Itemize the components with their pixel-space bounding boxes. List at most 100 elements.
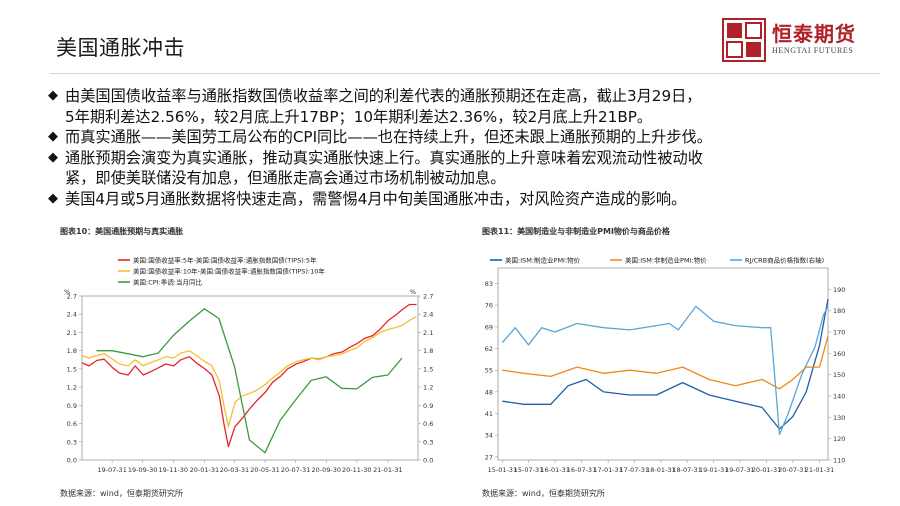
bullet-text: 5年期利差达2.56%，较2月底上升17BP；10年期利差达2.36%，较2月底… <box>65 107 653 126</box>
bullet-item: ◆ 美国4月或5月通胀数据将快速走高，需警惕4月中旬美国通胀冲击，对风险资产造成… <box>48 189 878 210</box>
inflation-expectation-chart: 0.0 0.3 0.6 0.9 1.2 1.5 1.8 2.1 2.4 2.7 0.0 0.3 0.6 0… <box>64 256 433 475</box>
x-tick-label: 21-01-31 <box>373 466 403 474</box>
y-tick-label-right: 180 <box>833 307 845 315</box>
hengtai-logo-icon <box>722 18 766 62</box>
page-title: 美国通胀冲击 <box>56 36 185 60</box>
x-tick-label: 20-05-31 <box>250 466 280 474</box>
y-tick-label-left: 34 <box>485 432 493 440</box>
series-line-1 <box>502 335 829 390</box>
y-tick-label-left: 0.6 <box>67 420 77 428</box>
x-tick-label: 19-07-31 <box>725 466 755 474</box>
y-tick-label-right: 130 <box>833 414 845 422</box>
plot-frame <box>497 267 829 461</box>
legend-label: 美国:CPI:季调:当月同比 <box>133 278 202 287</box>
y-tick-label-left: 1.8 <box>67 347 77 355</box>
y-tick-label-left: 27 <box>485 453 493 461</box>
x-tick-label: 16-01-31 <box>540 466 570 474</box>
legend-label: 美国:国债收益率:10年-美国:国债收益率:通胀指数国债(TIPS):10年 <box>133 267 325 276</box>
y-tick-label-left: 0.3 <box>67 438 77 446</box>
x-tick-label: 20-07-31 <box>281 466 311 474</box>
x-tick-label: 19-01-31 <box>699 466 729 474</box>
x-tick-label: 20-03-31 <box>220 466 250 474</box>
x-tick-label: 20-01-31 <box>190 466 220 474</box>
y-tick-label-left: 0.9 <box>67 402 77 410</box>
x-tick-label: 19-11-30 <box>159 466 189 474</box>
y-tick-label-left: 69 <box>485 323 493 331</box>
series-line-0 <box>502 298 829 430</box>
y-tick-label-left: 76 <box>485 302 493 310</box>
x-tick-label: 15-07-31 <box>514 466 544 474</box>
brand-name: 恒泰期货 <box>772 22 856 46</box>
right-chart-panel: 图表11：美国制造业与非制造业PMI物价与商品价格 27 34 41 48 55 62 69… <box>482 226 864 504</box>
y-tick-label-right: 160 <box>833 350 845 358</box>
bullet-text: 通胀预期会演变为真实通胀，推动真实通胀快速上行。真实通胀的上升意味着宏观流动性被… <box>65 148 703 167</box>
y-tick-label-left: 83 <box>485 280 493 288</box>
bullet-list: ◆ 由美国国债收益率与通胀指数国债收益率之间的利差代表的通胀预期还在走高，截止3… <box>48 86 878 209</box>
y-tick-label-right: 0.6 <box>423 420 433 428</box>
y-tick-label-right: 2.7 <box>423 293 433 301</box>
y-tick-label-left: 2.1 <box>67 329 77 337</box>
y-tick-label-right: 0.0 <box>423 457 433 465</box>
y-tick-label-right: 2.1 <box>423 329 433 337</box>
title-divider <box>50 73 880 74</box>
y-tick-label-right: 190 <box>833 286 845 294</box>
diamond-bullet-icon: ◆ <box>48 190 58 206</box>
y-tick-label-right: 150 <box>833 371 845 379</box>
legend-label: 美国:国债收益率:5年-美国:国债收益率:通胀指数国债(TIPS):5年 <box>133 256 317 265</box>
legend-label: 美国:ISM:非制造业PMI:物价 <box>625 256 707 265</box>
bullet-item: ◆ 由美国国债收益率与通胀指数国债收益率之间的利差代表的通胀预期还在走高，截止3… <box>48 86 878 127</box>
x-tick-label: 18-01-31 <box>646 466 676 474</box>
y-tick-label-right: 120 <box>833 435 845 443</box>
x-tick-label: 15-01-31 <box>488 466 518 474</box>
bullet-item: ◆ 通胀预期会演变为真实通胀，推动真实通胀快速上行。真实通胀的上升意味着宏观流动… <box>48 148 878 189</box>
x-tick-label: 19-09-30 <box>128 466 158 474</box>
y-tick-label-left: 1.2 <box>67 384 77 392</box>
chart-source: 数据来源：wind，恒泰期货研究所 <box>482 489 605 498</box>
y-tick-label-left: 2.7 <box>67 293 77 301</box>
chart-caption: 图表11：美国制造业与非制造业PMI物价与商品价格 <box>482 227 670 236</box>
legend-label: 美国:ISM:制造业PMI:物价 <box>505 256 581 265</box>
bullet-text: 美国4月或5月通胀数据将快速走高，需警惕4月中旬美国通胀冲击，对风险资产造成的影… <box>65 189 687 208</box>
series-line-0 <box>81 303 417 448</box>
left-chart-panel: 图表10：美国通胀预期与真实通胀 0.0 0.3 0.6 0.9 1.2 1.5 1.8 2.… <box>60 226 446 504</box>
y-tick-label-left: 1.5 <box>67 365 77 373</box>
pmi-price-commodity-chart: 27 34 41 48 55 62 69 76 83 110 120 130 140 150 160 170 1… <box>485 256 846 475</box>
bullet-item: ◆ 而真实通胀——美国劳工局公布的CPI同比——也在持续上升，但还未跟上通胀预期… <box>48 127 878 148</box>
x-tick-label: 20-01-31 <box>752 466 782 474</box>
series-line-1 <box>81 316 417 428</box>
y-tick-label-left: 62 <box>485 345 493 353</box>
y-tick-label-right: 0.3 <box>423 438 433 446</box>
bullet-text: 紧，即使美联储没有加息，但通胀走高会通过市场机制被动加息。 <box>65 169 506 187</box>
y-tick-label-left: 0.0 <box>67 457 77 465</box>
y-tick-label-right: 1.5 <box>423 365 433 373</box>
x-tick-label: 18-07-31 <box>672 466 702 474</box>
legend-label: RJ/CRB商品价格指数(右轴) <box>745 256 824 265</box>
series-line-2 <box>501 305 829 436</box>
plot-frame <box>81 295 419 461</box>
diamond-bullet-icon: ◆ <box>48 88 58 103</box>
x-tick-label: 16-07-31 <box>567 466 597 474</box>
x-tick-label: 17-07-31 <box>620 466 650 474</box>
y-tick-label-left: 41 <box>485 410 493 418</box>
chart-caption: 图表10：美国通胀预期与真实通胀 <box>60 227 184 236</box>
y-tick-label-right: 1.2 <box>423 384 433 392</box>
chart-source: 数据来源：wind，恒泰期货研究所 <box>60 489 183 498</box>
axis-unit-label: % <box>64 288 70 296</box>
diamond-bullet-icon: ◆ <box>48 129 58 144</box>
y-tick-label-left: 2.4 <box>67 311 77 319</box>
x-tick-label: 21-01-31 <box>805 466 835 474</box>
y-tick-label-left: 48 <box>485 388 493 396</box>
axis-unit-label: % <box>410 288 416 296</box>
series-line-2 <box>96 308 403 454</box>
y-tick-label-right: 140 <box>833 393 845 401</box>
bullet-text: 由美国国债收益率与通胀指数国债收益率之间的利差代表的通胀预期还在走高，截止3月2… <box>65 87 702 105</box>
brand-subtitle: HENGTAI FUTURES <box>772 46 854 55</box>
y-tick-label-right: 110 <box>833 457 845 465</box>
y-tick-label-right: 170 <box>833 329 845 337</box>
x-tick-label: 20-11-30 <box>342 466 372 474</box>
y-tick-label-right: 0.9 <box>423 402 433 410</box>
x-tick-label: 17-01-31 <box>593 466 623 474</box>
y-tick-label-right: 2.4 <box>423 311 433 319</box>
y-tick-label-right: 1.8 <box>423 347 433 355</box>
bullet-text: 而真实通胀——美国劳工局公布的CPI同比——也在持续上升，但还未跟上通胀预期的上… <box>65 128 712 146</box>
